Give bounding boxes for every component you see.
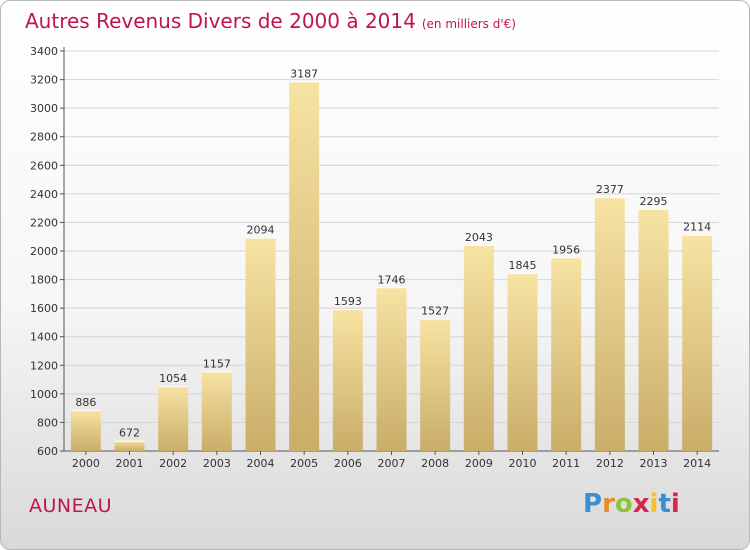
bar-value-label: 2295 <box>640 195 668 208</box>
x-tick-label: 2004 <box>247 457 275 470</box>
chart-title: Autres Revenus Divers de 2000 à 2014 (en … <box>25 9 516 33</box>
chart-title-text: Autres Revenus Divers de 2000 à 2014 <box>25 9 416 33</box>
x-tick-label: 2005 <box>290 457 318 470</box>
x-tick-label: 2013 <box>640 457 668 470</box>
logo-letter: P <box>583 489 603 519</box>
bar-2006 <box>332 309 363 451</box>
x-tick-label: 2011 <box>552 457 580 470</box>
x-tick-label: 2014 <box>683 457 711 470</box>
labels: 600 800 1000 1200 1400 1600 1800 2000 2200 2400 26… <box>30 45 711 470</box>
chart-subtitle: (en milliers d'€) <box>421 17 516 31</box>
x-tick-label: 2006 <box>334 457 362 470</box>
bar-2005 <box>289 81 320 451</box>
y-tick-label: 1000 <box>30 388 58 401</box>
bar-2000 <box>70 410 101 451</box>
bar-2003 <box>201 371 232 451</box>
bar-value-label: 2377 <box>596 183 624 196</box>
logo-letter: i <box>649 489 659 519</box>
bar-2001 <box>114 440 145 451</box>
logo-letter: t <box>658 489 671 519</box>
bar-value-label: 1845 <box>509 259 537 272</box>
y-tick-label: 3400 <box>30 45 58 58</box>
bar-value-label: 2114 <box>683 221 711 234</box>
bar-value-label: 1746 <box>378 273 406 286</box>
y-tick-label: 3000 <box>30 102 58 115</box>
x-tick-label: 2000 <box>72 457 100 470</box>
x-tick-label: 2008 <box>421 457 449 470</box>
proxiti-logo: Proxiti <box>583 489 680 519</box>
x-tick-label: 2002 <box>159 457 187 470</box>
bar-2013 <box>638 208 669 451</box>
bar-2007 <box>376 287 407 451</box>
y-tick-label: 2600 <box>30 159 58 172</box>
bar-2012 <box>594 197 625 451</box>
y-tick-label: 2200 <box>30 216 58 229</box>
x-tick-label: 2009 <box>465 457 493 470</box>
bar-value-label: 1157 <box>203 357 231 370</box>
x-tick-label: 2007 <box>378 457 406 470</box>
logo-letter: o <box>614 489 633 519</box>
y-tick-label: 1400 <box>30 331 58 344</box>
y-tick-label: 2000 <box>30 245 58 258</box>
y-tick-label: 600 <box>37 445 58 458</box>
logo-letter: r <box>602 489 615 519</box>
bar-value-label: 1527 <box>421 305 449 318</box>
x-tick-label: 2003 <box>203 457 231 470</box>
bar-value-label: 886 <box>75 396 96 409</box>
y-tick-label: 1800 <box>30 274 58 287</box>
y-tick-label: 2800 <box>30 131 58 144</box>
x-tick-label: 2010 <box>509 457 537 470</box>
bar-value-label: 1956 <box>552 243 580 256</box>
x-tick-label: 2001 <box>116 457 144 470</box>
bar-value-label: 2094 <box>247 224 275 237</box>
y-tick-label: 800 <box>37 416 58 429</box>
y-tick-label: 3200 <box>30 74 58 87</box>
logo-letter: x <box>632 489 650 519</box>
bars <box>70 81 713 451</box>
x-tick-label: 2012 <box>596 457 624 470</box>
bar-2010 <box>507 273 538 451</box>
bar-value-label: 1593 <box>334 295 362 308</box>
y-tick-label: 2400 <box>30 188 58 201</box>
y-tick-label: 1600 <box>30 302 58 315</box>
bar-2002 <box>158 386 189 451</box>
bar-value-label: 3187 <box>290 67 318 80</box>
bar-2009 <box>463 244 494 451</box>
bar-2004 <box>245 237 276 451</box>
bar-value-label: 672 <box>119 427 140 440</box>
y-tick-label: 1200 <box>30 359 58 372</box>
bar-value-label: 2043 <box>465 231 493 244</box>
logo-letter: i <box>670 489 680 519</box>
bar-2014 <box>682 234 713 451</box>
bar-2011 <box>551 257 582 451</box>
bar-value-label: 1054 <box>159 372 187 385</box>
bar-2008 <box>420 318 451 451</box>
town-name: AUNEAU <box>29 495 113 517</box>
